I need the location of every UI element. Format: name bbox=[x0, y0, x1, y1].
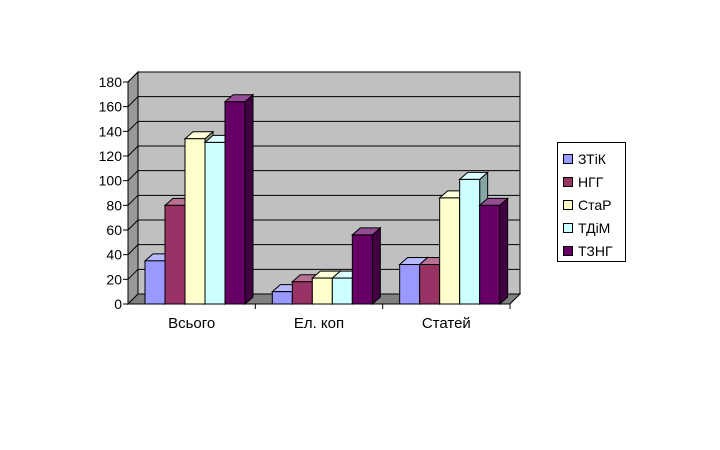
legend-label: НГГ bbox=[578, 173, 604, 190]
y-tick-label: 40 bbox=[106, 247, 122, 263]
legend-item: СтаР bbox=[563, 193, 625, 216]
gridline bbox=[127, 194, 520, 206]
bar bbox=[311, 277, 333, 305]
legend-label: ТЗНГ bbox=[578, 242, 613, 259]
bar bbox=[331, 277, 353, 305]
bar bbox=[224, 101, 246, 305]
x-category-label: Всього bbox=[168, 315, 215, 332]
y-tick-label: 140 bbox=[99, 123, 123, 139]
gridline bbox=[127, 145, 520, 157]
bar-side bbox=[499, 197, 509, 306]
gridline bbox=[127, 96, 520, 108]
bar bbox=[204, 141, 226, 305]
chart-side-wall bbox=[127, 70, 139, 306]
y-tick-label: 120 bbox=[99, 148, 123, 164]
bar bbox=[184, 138, 206, 305]
x-category-label: Ел. коп bbox=[294, 315, 344, 332]
legend-item: НГГ bbox=[563, 170, 625, 193]
legend-swatch bbox=[563, 176, 573, 187]
bar bbox=[144, 260, 166, 305]
gridline bbox=[127, 120, 520, 132]
legend-item: ТЗНГ bbox=[563, 239, 625, 262]
legend-item: ТДіМ bbox=[563, 216, 625, 239]
bar-side bbox=[371, 226, 381, 306]
y-tick-label: 180 bbox=[99, 74, 123, 90]
legend-label: ТДіМ bbox=[578, 219, 611, 236]
bar bbox=[439, 197, 461, 305]
gridline bbox=[127, 268, 520, 280]
y-tick-label: 0 bbox=[114, 296, 122, 312]
legend-swatch bbox=[563, 245, 573, 256]
bar bbox=[351, 234, 373, 305]
y-tick-label: 100 bbox=[99, 173, 123, 189]
bar bbox=[459, 178, 481, 305]
bar bbox=[291, 281, 313, 305]
legend-swatch bbox=[563, 199, 573, 210]
legend-label: СтаР bbox=[578, 196, 612, 213]
bar bbox=[479, 204, 501, 305]
gridline bbox=[127, 71, 520, 83]
legend-label: ЗТіК bbox=[578, 150, 606, 167]
bar bbox=[164, 204, 186, 305]
legend: ЗТіК НГГ СтаР ТДіМ ТЗНГ bbox=[557, 142, 626, 262]
gridline bbox=[127, 219, 520, 231]
bar bbox=[419, 264, 441, 305]
y-tick-label: 80 bbox=[106, 197, 122, 213]
gridline bbox=[127, 244, 520, 256]
y-tick-label: 160 bbox=[99, 99, 123, 115]
bar bbox=[271, 291, 293, 305]
x-category-label: Статей bbox=[422, 315, 471, 332]
y-tick-label: 20 bbox=[106, 271, 122, 287]
bar-side bbox=[244, 93, 254, 306]
gridline bbox=[127, 170, 520, 182]
y-tick-label: 60 bbox=[106, 222, 122, 238]
legend-swatch bbox=[563, 222, 573, 233]
legend-item: ЗТіК bbox=[563, 147, 625, 170]
bar bbox=[399, 264, 421, 305]
legend-swatch bbox=[563, 153, 573, 164]
